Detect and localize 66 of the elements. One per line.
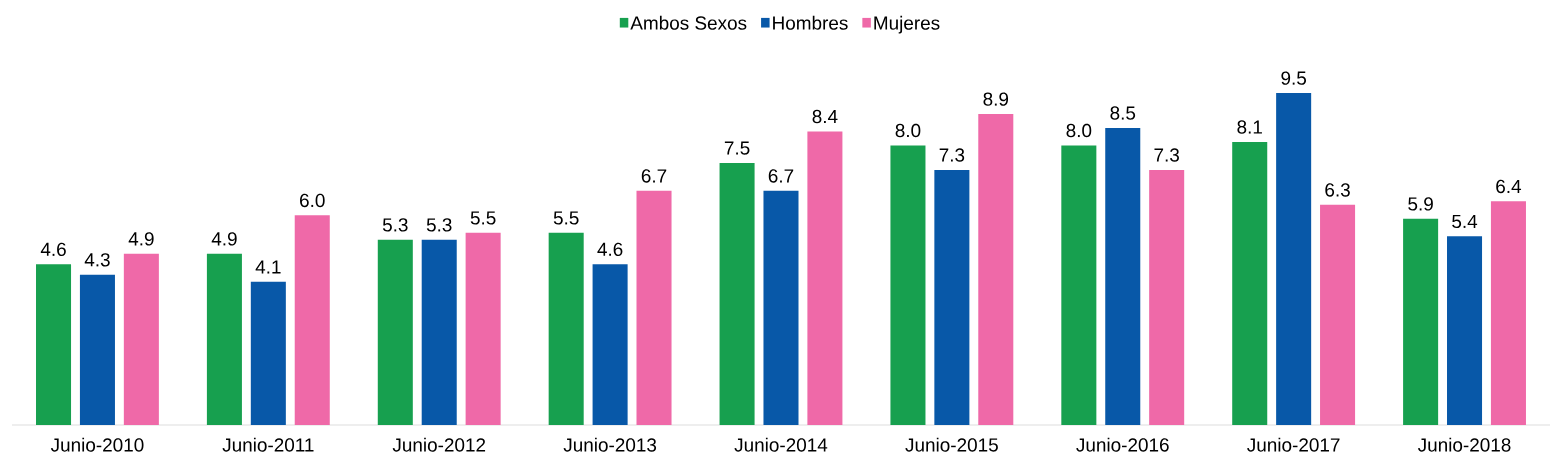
data-label: 5.9 (1408, 197, 1433, 211)
bar (294, 215, 330, 425)
data-label: 8.5 (1110, 106, 1136, 120)
x-tick-label: Junio-2015 (905, 437, 998, 452)
data-label: 5.4 (1452, 214, 1478, 229)
data-label: 8.0 (1066, 123, 1092, 138)
bar (890, 145, 926, 425)
bar (763, 190, 799, 425)
x-tick-label: Junio-2011 (222, 437, 314, 452)
data-label: 5.5 (470, 211, 496, 225)
data-label: 8.1 (1237, 120, 1262, 134)
data-label: 5.3 (426, 218, 452, 232)
bar (1490, 201, 1526, 425)
bar (79, 274, 115, 425)
bar (807, 131, 843, 425)
bar (36, 264, 72, 425)
data-label: 4.6 (597, 242, 623, 257)
bar (465, 232, 501, 425)
bar (206, 253, 242, 425)
data-label: 6.7 (641, 169, 667, 183)
bar (250, 281, 286, 425)
data-label: 7.3 (939, 148, 965, 162)
bar (719, 162, 755, 425)
bar (1320, 204, 1356, 425)
x-tick-label: Junio-2014 (734, 437, 828, 452)
data-label: 6.3 (1325, 183, 1350, 197)
data-label: 4.9 (128, 232, 154, 246)
bar (1276, 93, 1312, 425)
legend-label: Ambos Sexos (630, 15, 747, 30)
data-label: 7.3 (1154, 148, 1179, 162)
x-tick-label: Junio-2013 (563, 437, 657, 452)
data-label: 5.5 (553, 211, 579, 225)
data-label: 6.4 (1496, 179, 1522, 194)
bar (978, 113, 1014, 425)
bar (1105, 127, 1141, 425)
x-tick-label: Junio-2010 (50, 437, 144, 452)
bar (1232, 141, 1268, 425)
bar (123, 253, 159, 425)
data-label: 4.1 (255, 260, 281, 274)
bar (1447, 236, 1483, 425)
data-label: 9.5 (1281, 71, 1307, 85)
x-tick-label: Junio-2016 (1076, 437, 1169, 452)
data-label: 8.0 (895, 123, 921, 138)
bar (377, 239, 413, 425)
x-tick-label: Junio-2018 (1417, 437, 1511, 452)
data-label: 5.3 (382, 218, 408, 232)
legend-label: Hombres (773, 15, 848, 30)
bar (1403, 218, 1439, 425)
data-label: 7.5 (724, 141, 750, 155)
bar (592, 264, 628, 425)
data-label: 8.4 (812, 109, 838, 124)
bar (1149, 169, 1185, 425)
data-label: 6.7 (768, 169, 794, 183)
bar (934, 169, 970, 425)
data-label: 4.9 (211, 232, 237, 246)
legend-label: Mujeres (874, 15, 940, 34)
data-label: 6.0 (300, 193, 325, 208)
bar (1061, 145, 1097, 425)
x-tick-label: Junio-2017 (1247, 437, 1340, 452)
x-tick-label: Junio-2012 (392, 437, 486, 452)
bar (636, 190, 672, 425)
data-label: 8.9 (983, 92, 1009, 106)
bar (421, 239, 457, 425)
data-label: 4.6 (40, 242, 66, 257)
data-label: 4.3 (84, 253, 110, 267)
bar (548, 232, 584, 425)
